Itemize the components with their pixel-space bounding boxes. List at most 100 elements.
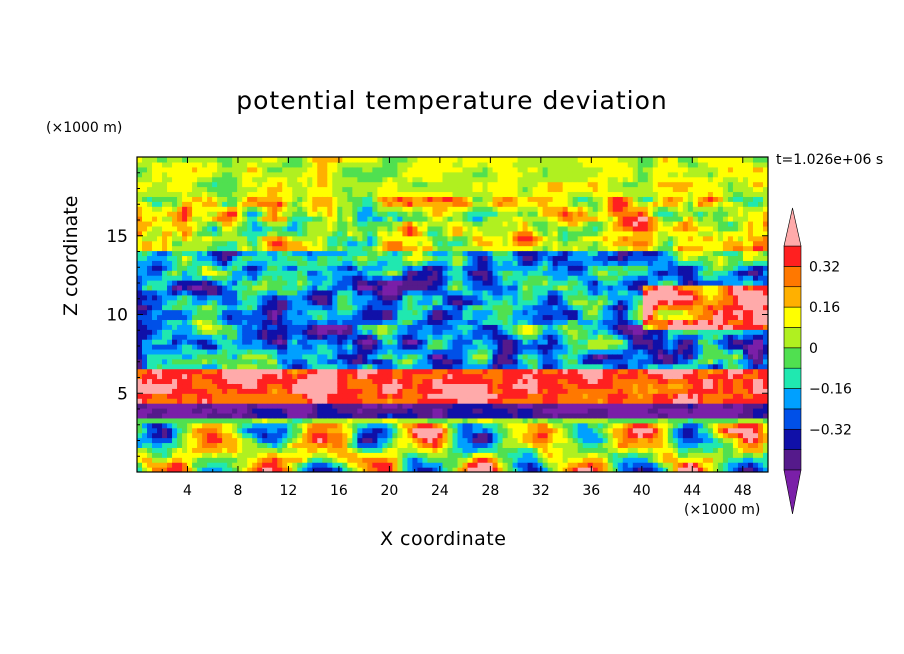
field-cell xyxy=(382,186,388,193)
field-cell xyxy=(137,176,143,183)
field-cell xyxy=(137,363,143,370)
field-cell xyxy=(442,403,449,409)
field-cell xyxy=(387,206,394,212)
field-cell xyxy=(292,171,298,178)
field-cell xyxy=(252,191,258,197)
field-cell xyxy=(277,250,283,257)
field-cell xyxy=(407,452,414,458)
field-cell xyxy=(262,181,268,188)
field-cell xyxy=(307,383,313,389)
field-cell xyxy=(407,417,414,424)
field-cell xyxy=(447,171,454,178)
field-cell xyxy=(497,329,504,335)
field-cell xyxy=(302,467,308,472)
field-cell xyxy=(387,427,394,434)
field-cell xyxy=(322,408,328,414)
field-cell xyxy=(237,171,243,178)
field-cell xyxy=(407,408,414,414)
field-cell xyxy=(462,457,469,463)
field-cell xyxy=(352,319,358,325)
field-cell xyxy=(502,157,509,163)
field-cell xyxy=(152,166,158,173)
field-cell xyxy=(277,422,283,429)
field-cell xyxy=(472,191,479,197)
field-cell xyxy=(427,447,434,453)
field-cell xyxy=(147,388,153,394)
field-cell xyxy=(382,462,388,468)
field-cell xyxy=(282,161,288,168)
field-cell xyxy=(422,176,429,183)
field-cell xyxy=(277,294,283,301)
field-cell xyxy=(242,211,248,217)
field-cell xyxy=(352,417,358,424)
field-cell xyxy=(452,378,459,385)
field-cell xyxy=(312,427,318,434)
field-cell xyxy=(482,417,489,424)
field-cell xyxy=(272,412,278,419)
field-cell xyxy=(372,373,378,380)
field-cell xyxy=(397,388,404,394)
field-cell xyxy=(492,373,499,380)
field-cell xyxy=(432,275,439,281)
field-cell xyxy=(477,294,484,301)
field-cell xyxy=(507,462,514,468)
field-cell xyxy=(417,383,424,389)
field-cell xyxy=(247,339,253,345)
field-cell xyxy=(232,373,238,380)
field-cell xyxy=(227,201,233,207)
field-cell xyxy=(462,181,469,188)
field-cell xyxy=(417,348,424,355)
field-cell xyxy=(147,191,153,197)
field-cell xyxy=(357,378,363,385)
field-cell xyxy=(387,265,394,271)
field-cell xyxy=(487,427,494,434)
field-cell xyxy=(352,265,358,271)
field-cell xyxy=(512,235,519,242)
field-cell xyxy=(427,201,434,207)
field-cell xyxy=(427,467,434,472)
field-cell xyxy=(247,206,253,212)
field-cell xyxy=(357,398,363,404)
field-cell xyxy=(247,230,253,237)
field-cell xyxy=(312,339,318,345)
field-cell xyxy=(417,157,424,163)
field-cell xyxy=(282,265,288,271)
field-cell xyxy=(257,353,263,360)
field-cell xyxy=(487,171,494,178)
field-cell xyxy=(292,196,298,202)
field-cell xyxy=(482,186,489,193)
field-cell xyxy=(222,211,228,217)
field-cell xyxy=(227,408,233,414)
field-cell xyxy=(142,250,148,257)
field-cell xyxy=(487,250,494,257)
field-cell xyxy=(282,299,288,306)
field-cell xyxy=(477,353,484,360)
field-cell xyxy=(177,176,183,183)
field-cell xyxy=(392,201,399,207)
field-cell xyxy=(407,211,414,217)
field-cell xyxy=(282,319,288,325)
field-cell xyxy=(347,393,353,399)
field-cell xyxy=(367,417,373,424)
field-cell xyxy=(172,260,178,266)
field-cell xyxy=(247,211,253,217)
field-cell xyxy=(327,245,333,252)
field-cell xyxy=(472,442,479,448)
field-cell xyxy=(307,230,313,237)
field-cell xyxy=(272,181,278,188)
field-cell xyxy=(202,344,208,350)
field-cell xyxy=(302,181,308,188)
field-cell xyxy=(407,201,414,207)
field-cell xyxy=(172,383,178,389)
field-cell xyxy=(457,275,464,281)
field-cell xyxy=(317,284,323,291)
field-cell xyxy=(157,304,163,311)
field-cell xyxy=(442,467,449,472)
field-cell xyxy=(157,412,163,419)
field-cell xyxy=(157,334,163,340)
field-cell xyxy=(202,383,208,389)
field-cell xyxy=(522,304,529,311)
field-cell xyxy=(257,398,263,404)
field-cell xyxy=(522,191,529,197)
field-cell xyxy=(157,393,163,399)
